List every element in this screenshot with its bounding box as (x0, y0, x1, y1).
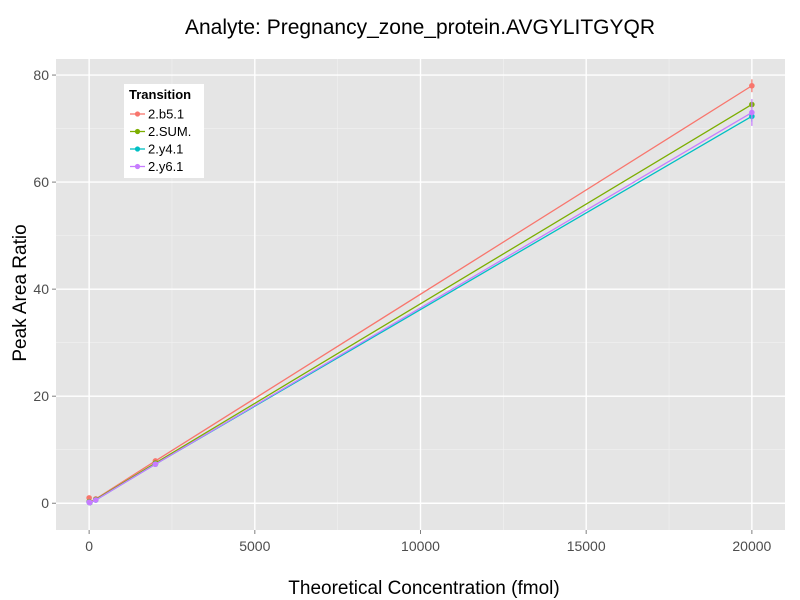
data-point (749, 109, 755, 116)
legend-key-point (134, 146, 141, 152)
y-tick-label: 60 (33, 174, 49, 190)
legend-label: 2.b5.1 (148, 107, 184, 122)
data-point (92, 497, 99, 503)
legend-item: 2.SUM. (130, 124, 191, 139)
x-tick-label: 15000 (567, 538, 606, 554)
x-axis: 0 5000 10000 15000 20000 (85, 530, 772, 554)
y-tick-label: 20 (33, 388, 49, 404)
legend-item: 2.y6.1 (130, 159, 183, 174)
legend-item: 2.y4.1 (130, 142, 183, 157)
data-point (749, 82, 755, 89)
legend-label: 2.SUM. (148, 124, 191, 139)
y-axis-title: Peak Area Ratio (10, 224, 31, 361)
legend-items: 2.b5.1 2.SUM. 2.y4.1 2.y6.1 (130, 107, 191, 174)
legend-label: 2.y4.1 (148, 142, 183, 157)
legend-item: 2.b5.1 (130, 107, 184, 122)
legend-title: Transition (129, 87, 191, 102)
x-tick-label: 5000 (239, 538, 270, 554)
x-tick-label: 0 (85, 538, 93, 554)
x-tick-label: 10000 (401, 538, 440, 554)
x-axis-title: Theoretical Concentration (fmol) (288, 578, 559, 599)
data-point (86, 499, 93, 506)
legend-key-point (134, 128, 141, 135)
legend: Transition 2.b5.1 2.SUM. 2.y4.1 2.y6.1 (124, 84, 204, 178)
legend-key-point (134, 111, 141, 117)
y-tick-label: 40 (33, 281, 49, 297)
legend-key-point (134, 163, 141, 170)
series-layer (86, 79, 755, 506)
chart-title: Analyte: Pregnancy_zone_protein.AVGYLITG… (185, 16, 655, 39)
x-tick-label: 20000 (732, 538, 771, 554)
y-tick-label: 80 (33, 67, 49, 83)
y-tick-label: 0 (41, 495, 49, 511)
y-axis: 0 20 40 60 80 (33, 67, 56, 511)
legend-label: 2.y6.1 (148, 159, 183, 174)
data-point (152, 461, 159, 467)
series-2.y6.1 (86, 99, 755, 506)
